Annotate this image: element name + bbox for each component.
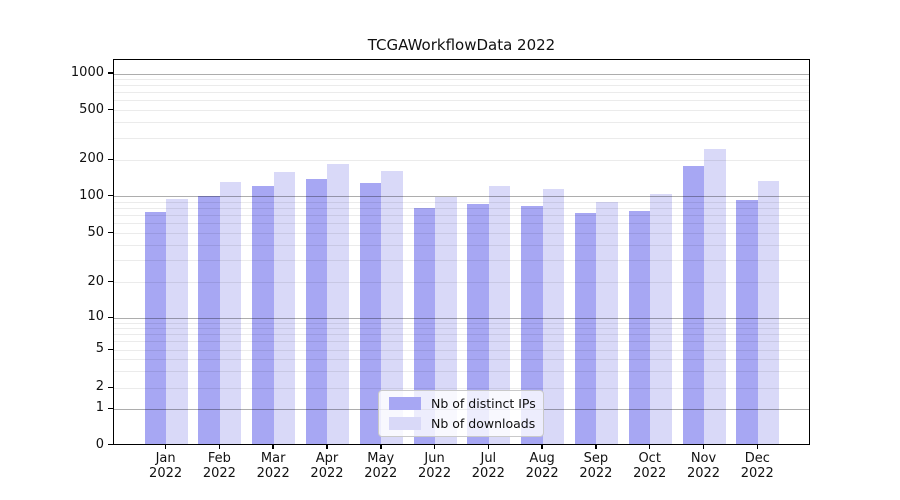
bar-distinct-ips-oct <box>628 211 651 444</box>
y-tick <box>107 158 114 161</box>
legend-item-distinct-ips: Nb of distinct IPs <box>389 396 536 411</box>
x-tick <box>541 444 543 449</box>
legend-label-distinct-ips: Nb of distinct IPs <box>431 396 536 411</box>
x-tick <box>433 444 436 449</box>
x-tick <box>648 444 651 449</box>
bar-downloads-apr <box>327 164 349 444</box>
y-tick-label: 5 <box>95 341 104 357</box>
x-tick-label-oct: Oct 2022 <box>633 450 667 482</box>
x-tick-label-apr: Apr 2022 <box>310 450 344 482</box>
x-tick-label-aug: Aug 2022 <box>525 450 559 482</box>
y-tick-label: 100 <box>79 187 104 203</box>
x-tick <box>487 444 490 449</box>
legend-label-downloads: Nb of downloads <box>431 416 536 431</box>
x-tick <box>702 444 705 449</box>
y-tick-label: 10 <box>87 309 104 325</box>
legend-item-downloads: Nb of downloads <box>389 416 536 431</box>
bar-downloads-jan <box>166 199 188 444</box>
bar-distinct-ips-apr <box>305 178 328 444</box>
bar-downloads-jul <box>488 186 511 444</box>
x-tick-label-dec: Dec 2022 <box>740 450 774 482</box>
bar-downloads-dec <box>757 180 780 444</box>
bar-downloads-jun <box>435 197 457 444</box>
y-tick <box>107 280 114 283</box>
plot-area: Nb of distinct IPs Nb of downloads <box>113 59 810 445</box>
y-tick <box>107 316 114 319</box>
y-tick <box>107 348 114 351</box>
x-tick <box>272 444 274 449</box>
x-tick <box>595 444 597 449</box>
x-tick-label-jun: Jun 2022 <box>418 450 452 482</box>
bar-distinct-ips-may <box>359 183 382 444</box>
y-tick <box>107 231 114 234</box>
bar-distinct-ips-nov <box>682 166 704 444</box>
x-tick-label-jan: Jan 2022 <box>149 450 183 482</box>
chart-title: TCGAWorkflowData 2022 <box>367 36 556 54</box>
x-tick-label-jul: Jul 2022 <box>471 450 505 482</box>
y-tick <box>107 443 114 446</box>
x-tick <box>164 444 167 449</box>
x-tick <box>756 444 759 449</box>
legend-swatch-downloads <box>389 417 421 430</box>
bar-downloads-aug <box>542 189 565 444</box>
x-tick-label-feb: Feb 2022 <box>202 450 236 482</box>
y-tick-label: 200 <box>79 151 104 167</box>
bar-distinct-ips-jun <box>413 208 436 444</box>
y-tick-label: 2 <box>95 379 104 395</box>
y-tick-label: 20 <box>87 273 104 289</box>
y-tick <box>107 108 114 111</box>
bar-distinct-ips-jul <box>467 203 489 444</box>
y-tick-label: 1000 <box>70 65 104 80</box>
bar-distinct-ips-dec <box>736 199 758 444</box>
y-tick <box>107 72 114 74</box>
bar-distinct-ips-mar <box>252 186 274 444</box>
x-tick-label-sep: Sep 2022 <box>579 450 613 482</box>
x-tick-label-mar: Mar 2022 <box>256 450 290 482</box>
x-tick <box>218 444 221 449</box>
bar-downloads-sep <box>596 202 618 444</box>
bar-downloads-oct <box>650 194 672 444</box>
y-tick <box>107 194 114 197</box>
bar-downloads-nov <box>704 148 726 444</box>
y-tick <box>107 407 114 410</box>
bar-distinct-ips-feb <box>198 196 220 444</box>
x-tick <box>326 444 328 449</box>
bars-layer <box>114 60 809 444</box>
bar-distinct-ips-sep <box>574 212 597 444</box>
bar-distinct-ips-aug <box>521 206 543 444</box>
y-tick-label: 1 <box>95 400 104 416</box>
x-tick <box>380 444 382 449</box>
bar-downloads-mar <box>273 171 296 444</box>
x-tick-label-may: May 2022 <box>364 450 398 482</box>
bar-distinct-ips-jan <box>144 211 167 444</box>
y-tick-label: 500 <box>79 101 104 117</box>
y-tick <box>107 386 114 389</box>
bar-downloads-may <box>381 170 403 444</box>
legend: Nb of distinct IPs Nb of downloads <box>378 390 544 437</box>
y-tick-label: 50 <box>87 224 104 240</box>
y-tick-label: 0 <box>95 436 104 452</box>
legend-swatch-distinct-ips <box>389 397 421 410</box>
bar-downloads-feb <box>219 182 242 444</box>
x-tick-label-nov: Nov 2022 <box>686 450 721 482</box>
